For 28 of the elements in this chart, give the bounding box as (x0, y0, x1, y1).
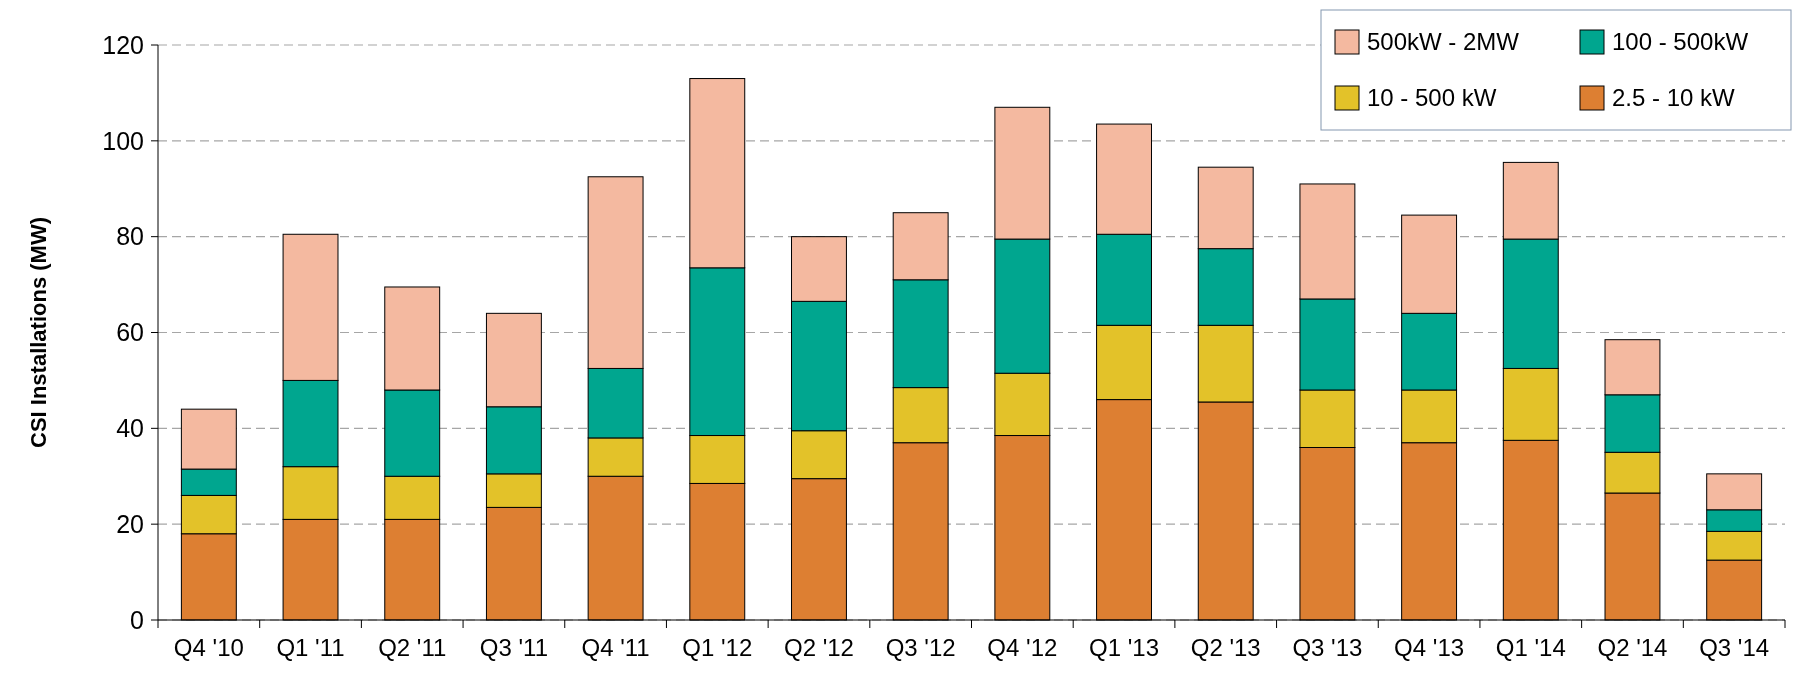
x-tick-label: Q3 '14 (1699, 634, 1770, 661)
y-tick-label: 100 (102, 126, 144, 155)
x-tick-label: Q1 '13 (1089, 634, 1160, 661)
x-tick-label: Q3 '11 (479, 634, 548, 661)
x-tick-label: Q2 '14 (1597, 634, 1668, 661)
x-tick-label: Q2 '12 (783, 634, 854, 661)
x-tick-label: Q1 '11 (276, 634, 345, 661)
y-axis-title: CSI Installations (MW) (26, 217, 51, 448)
x-tick-label: Q4 '12 (987, 634, 1058, 661)
x-tick-label: Q1 '12 (682, 634, 753, 661)
x-tick-label: Q3 '12 (885, 634, 956, 661)
legend-label: 2.5 - 10 kW (1612, 84, 1736, 112)
y-tick-label: 20 (116, 509, 144, 538)
y-tick-label: 60 (116, 318, 144, 347)
y-tick-label: 80 (116, 222, 144, 251)
x-tick-label: Q4 '11 (581, 634, 650, 661)
legend-label: 10 - 500 kW (1367, 84, 1497, 112)
x-tick-label: Q2 '13 (1190, 634, 1261, 661)
y-tick-label: 0 (130, 605, 144, 634)
y-tick-label: 40 (116, 414, 144, 443)
x-tick-label: Q2 '11 (378, 634, 447, 661)
x-tick-label: Q4 '10 (173, 634, 244, 661)
x-tick-label: Q4 '13 (1394, 634, 1465, 661)
y-tick-label: 120 (102, 30, 144, 59)
x-tick-label: Q1 '14 (1495, 634, 1566, 661)
legend-label: 100 - 500kW (1612, 28, 1749, 56)
legend-label: 500kW - 2MW (1367, 28, 1520, 56)
x-tick-label: Q3 '13 (1292, 634, 1363, 661)
